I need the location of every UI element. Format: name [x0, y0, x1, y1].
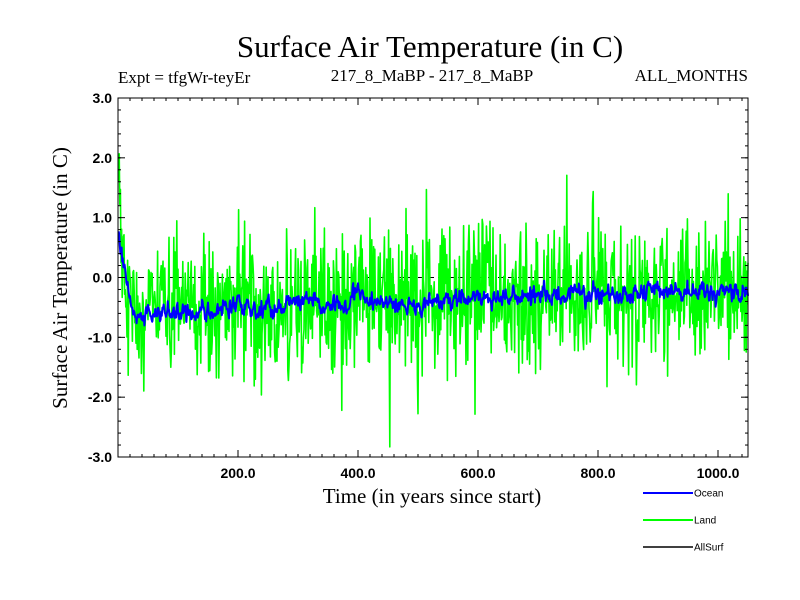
experiment-label: Expt = tfgWr-teyEr: [118, 68, 251, 87]
y-tick-label: 3.0: [93, 90, 113, 106]
y-tick-label: -2.0: [88, 389, 112, 405]
y-tick-label: 1.0: [93, 210, 113, 226]
chart-title: Surface Air Temperature (in C): [237, 29, 623, 64]
legend-label-allsurf: AllSurf: [694, 543, 724, 554]
series-line-ocean: [117, 231, 749, 327]
y-axis-label: Surface Air Temperature (in C): [48, 147, 72, 409]
plot-area: [117, 153, 749, 448]
x-tick-label: 400.0: [340, 465, 375, 481]
plot-frame: [117, 97, 749, 458]
y-tick-label: 2.0: [93, 150, 113, 166]
x-axis-ticks: 200.0 400.0 600.0 800.0 1000.0: [129, 98, 743, 481]
y-axis-ticks: 3.0 2.0 1.0 0.0 -1.0 -2.0 -3.0: [88, 90, 748, 465]
x-axis-label: Time (in years since start): [323, 484, 542, 508]
x-tick-label: 600.0: [460, 465, 495, 481]
legend-label-ocean: Ocean: [694, 489, 723, 500]
y-tick-label: -1.0: [88, 329, 112, 345]
legend: Ocean Land AllSurf: [643, 489, 724, 554]
x-tick-label: 1000.0: [697, 465, 740, 481]
y-tick-label: -3.0: [88, 449, 112, 465]
y-tick-label: 0.0: [93, 270, 113, 286]
legend-label-land: Land: [694, 516, 716, 527]
x-tick-label: 200.0: [220, 465, 255, 481]
comparison-label: 217_8_MaBP - 217_8_MaBP: [331, 66, 533, 85]
x-tick-label: 800.0: [580, 465, 615, 481]
months-label: ALL_MONTHS: [635, 66, 748, 85]
